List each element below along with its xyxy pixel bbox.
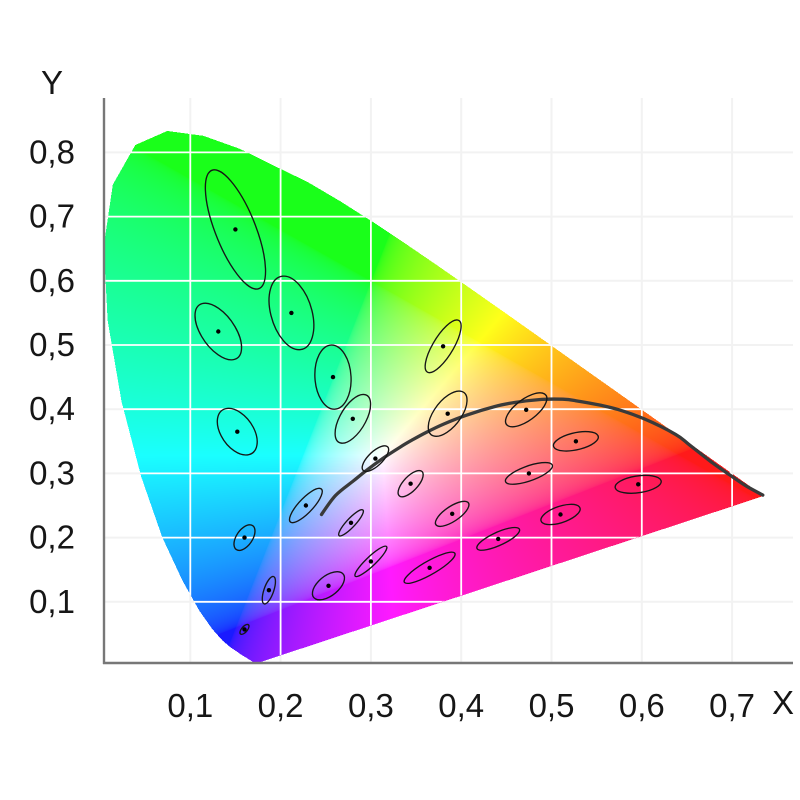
ellipse-center-dot [526, 471, 532, 476]
y-tick-label: 0,1 [29, 583, 75, 620]
ellipse-center-dot [233, 227, 238, 232]
macadam-ellipse [501, 458, 557, 488]
x-tick-label: 0,5 [529, 687, 575, 724]
x-tick-label: 0,4 [438, 687, 484, 724]
x-tick-label: 0,7 [709, 687, 755, 724]
macadam-ellipse [399, 548, 460, 587]
macadam-ellipse [230, 523, 260, 553]
ellipse-center-dots [216, 227, 641, 632]
x-tick-label: 0,3 [348, 687, 394, 724]
y-tick-label: 0,4 [29, 390, 75, 427]
macadam-ellipse [613, 472, 664, 496]
macadam-ellipse [473, 524, 524, 554]
macadam-ellipse [550, 428, 602, 455]
ellipse-center-dot [242, 627, 247, 632]
macadam-ellipse [393, 468, 428, 499]
ellipse-center-dot [350, 416, 355, 421]
planckian-locus-curve [319, 397, 765, 517]
ellipse-center-dot [235, 429, 240, 434]
macadam-ellipses [185, 166, 663, 635]
macadam-ellipse [209, 405, 265, 459]
macadam-ellipse [430, 498, 474, 530]
ellipse-center-dot [348, 520, 354, 525]
ellipse-center-dot [216, 329, 221, 334]
ellipse-center-dot [558, 512, 563, 517]
x-axis-title: X [771, 684, 795, 721]
ellipse-center-dot [496, 536, 501, 542]
ellipse-center-dot [427, 565, 432, 570]
ellipse-center-dot [289, 310, 294, 316]
macadam-ellipse [335, 508, 367, 538]
ellipse-center-dot [326, 583, 331, 588]
tick-labels: 0,1 0,2 0,3 0,4 0,5 0,6 0,7 0,1 0,2 0,3 0,4 0,5 0,6 0… [29, 133, 755, 724]
macadam-ellipse [313, 345, 352, 410]
macadam-ellipse [238, 624, 251, 636]
ellipse-center-dot [636, 482, 641, 487]
macadam-ellipse [328, 391, 378, 446]
y-tick-label: 0,5 [29, 326, 75, 363]
axes [102, 98, 793, 665]
ellipse-center-dot [330, 374, 336, 380]
x-tick-label: 0,6 [619, 687, 665, 724]
ellipse-center-dot [373, 456, 378, 461]
y-tick-label: 0,6 [29, 262, 75, 299]
macadam-ellipse [418, 317, 468, 375]
macadam-ellipse [185, 299, 251, 365]
macadam-ellipse [536, 500, 584, 529]
y-axis-title: Y [40, 64, 64, 101]
ellipse-center-dot [368, 559, 374, 564]
x-tick-label: 0,1 [167, 687, 213, 724]
ellipse-center-dot [242, 535, 247, 540]
ellipse-center-dot [573, 439, 579, 444]
y-tick-label: 0,2 [29, 519, 75, 556]
macadam-ellipse [193, 166, 278, 293]
ellipse-center-dot [440, 344, 446, 349]
x-tick-label: 0,2 [258, 687, 304, 724]
ellipse-center-dot [266, 588, 272, 593]
macadam-ellipse [262, 274, 321, 352]
y-tick-label: 0,3 [29, 454, 75, 491]
macadam-ellipse [306, 568, 351, 604]
white-gridlines [103, 130, 764, 663]
y-tick-label: 0,7 [29, 198, 75, 235]
ellipse-center-dot [408, 481, 413, 486]
ellipse-center-dot [303, 503, 309, 508]
y-tick-label: 0,8 [29, 133, 75, 170]
ellipse-center-dot [450, 511, 455, 516]
macadam-ellipse [498, 388, 554, 431]
macadam-ellipse [351, 544, 391, 579]
ellipse-center-dot [524, 407, 529, 412]
macadam-ellipse [357, 443, 393, 474]
macadam-ellipse [420, 387, 475, 440]
ellipse-center-dot [445, 411, 450, 416]
macadam-ellipse [260, 576, 279, 605]
macadam-ellipse [284, 486, 327, 526]
